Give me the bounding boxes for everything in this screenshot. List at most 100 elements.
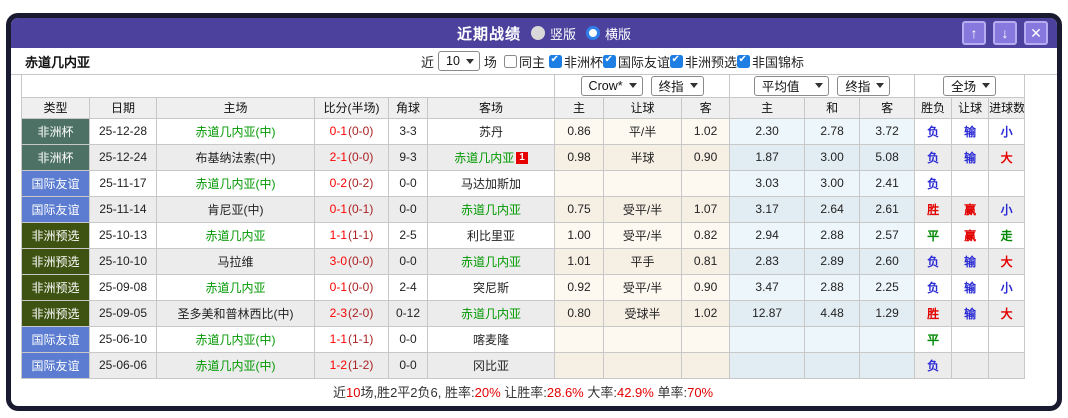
match-date: 25-06-10 [89, 326, 157, 353]
filter-africa-cup-checkbox[interactable]: 非洲杯 [548, 52, 603, 71]
away-team: 赤道几内亚 [427, 248, 556, 275]
layout-radio-horizontal[interactable]: 横版 [586, 24, 631, 43]
goals-result [988, 170, 1026, 197]
checkbox-icon[interactable] [737, 54, 750, 68]
col-header-date: 日期 [89, 97, 157, 119]
europe-odds-time-select[interactable]: 终指 [837, 75, 891, 96]
corner-score: 0-0 [388, 196, 428, 223]
home-team: 赤道几内亚(中) [156, 118, 315, 145]
competition-type: 国际友谊 [21, 170, 90, 197]
competition-type: 非洲预选 [21, 300, 90, 327]
checkbox-label: 非国锦标 [752, 54, 805, 70]
match-row: 非洲预选 25-09-05 圣多美和普林西比(中) 2-3(2-0) 0-12 赤道几内亚… [21, 300, 1026, 327]
asia-home-odds: 0.98 [554, 144, 605, 171]
corner-score: 2-5 [388, 222, 428, 249]
asia-home-odds: 1.01 [554, 248, 605, 275]
asia-company-select[interactable]: Crow* [580, 75, 643, 96]
wdl-result: 负 [914, 170, 953, 197]
score: 2-1(0-0) [314, 144, 389, 171]
wdl-result: 负 [914, 118, 953, 145]
europe-home-odds: 2.94 [729, 222, 806, 249]
asia-handicap [603, 170, 683, 197]
europe-away-odds: 2.61 [859, 196, 916, 223]
goals-result: 小 [988, 274, 1026, 301]
full-match-select[interactable]: 全场 [943, 75, 997, 96]
handicap-result: 赢 [951, 196, 990, 223]
select-value: Crow* [588, 78, 623, 93]
europe-home-odds: 2.83 [729, 248, 806, 275]
competition-type: 非洲预选 [21, 248, 90, 275]
europe-draw-odds: 3.00 [804, 144, 861, 171]
recent-results-window: 近期战绩 竖版 横版 ↑ ↓ ✕ 赤道几内亚 近 10 场 [6, 13, 1062, 411]
competition-type: 非洲杯 [21, 144, 90, 171]
checkbox-icon[interactable] [548, 54, 562, 68]
select-value: 终指 [658, 80, 684, 95]
wdl-result: 负 [914, 144, 953, 171]
move-down-button[interactable]: ↓ [993, 21, 1017, 45]
europe-home-odds: 12.87 [729, 300, 806, 327]
score: 1-1(1-1) [314, 222, 389, 249]
away-team: 赤道几内亚 [427, 196, 556, 223]
close-button[interactable]: ✕ [1024, 21, 1048, 45]
layout-radio-vertical[interactable]: 竖版 [530, 24, 576, 43]
europe-odds-selectors: 平均值 终指 [729, 75, 916, 98]
asia-away-odds: 0.82 [681, 222, 731, 249]
asia-away-odds: 0.90 [681, 144, 731, 171]
down-arrow-icon: ↓ [1001, 25, 1009, 41]
corner-score: 0-12 [388, 300, 428, 327]
red-card-badge: 1 [516, 151, 528, 164]
europe-company-select[interactable]: 平均值 [753, 75, 830, 96]
europe-draw-odds: 2.89 [804, 248, 861, 275]
move-up-button[interactable]: ↑ [962, 21, 986, 45]
asia-away-odds: 1.02 [681, 118, 731, 145]
asia-handicap: 半球 [603, 144, 683, 171]
asia-handicap: 受球半 [603, 300, 683, 327]
europe-away-odds [859, 326, 916, 353]
asia-away-odds: 0.90 [681, 274, 731, 301]
asia-handicap: 平手 [603, 248, 683, 275]
asia-away-odds: 1.07 [681, 196, 731, 223]
score: 1-1(1-1) [314, 326, 389, 353]
col-header-europe-home: 主 [729, 97, 806, 119]
europe-away-odds [859, 352, 916, 379]
asia-odds-time-select[interactable]: 终指 [650, 75, 704, 96]
match-date: 25-09-08 [89, 274, 157, 301]
away-team: 赤道几内亚 [427, 300, 556, 327]
filter-intl-friendly-checkbox[interactable]: 国际友谊 [602, 52, 670, 71]
asia-handicap: 受平/半 [603, 222, 683, 249]
home-team: 赤道几内亚(中) [156, 170, 315, 197]
score: 0-1(0-1) [314, 196, 389, 223]
home-team: 圣多美和普林西比(中) [156, 300, 315, 327]
europe-draw-odds: 4.48 [804, 300, 861, 327]
competition-type: 非洲杯 [21, 118, 90, 145]
goals-result [988, 326, 1026, 353]
match-row: 非洲杯 25-12-24 布基纳法索(中) 2-1(0-0) 9-3 赤道几内亚 1 0.98… [21, 144, 1026, 171]
asia-away-odds [681, 326, 731, 353]
checkbox-icon[interactable] [503, 54, 517, 68]
radio-icon[interactable] [586, 26, 600, 40]
match-row: 非洲预选 25-10-10 马拉维 3-0(0-0) 0-0 赤道几内亚 1.01 平手 0.8… [21, 248, 1026, 275]
games-count-select[interactable]: 10 [438, 51, 480, 71]
col-header-score: 比分(半场) [314, 97, 389, 119]
filter-africa-qualifier-checkbox[interactable]: 非洲预选 [669, 52, 737, 71]
summary-stat-label: 近 [332, 384, 346, 400]
handicap-result: 输 [951, 300, 990, 327]
col-header-asia-away: 客 [681, 97, 731, 119]
radio-icon[interactable] [530, 26, 545, 40]
summary-stat-label: 让胜率: [500, 384, 547, 400]
summary-stat-value: 70% [687, 384, 714, 400]
match-row: 国际友谊 25-11-17 赤道几内亚(中) 0-2(0-2) 0-0 马达加斯加 3.03… [21, 170, 1026, 197]
asia-handicap [603, 352, 683, 379]
col-header-corner: 角球 [388, 97, 428, 119]
match-row: 非洲杯 25-12-28 赤道几内亚(中) 0-1(0-0) 3-3 苏丹 0.86 平/半 1… [21, 118, 1026, 145]
away-team: 苏丹 [427, 118, 556, 145]
europe-away-odds: 2.60 [859, 248, 916, 275]
europe-away-odds: 2.57 [859, 222, 916, 249]
checkbox-icon[interactable] [669, 54, 683, 68]
goals-result: 大 [988, 248, 1026, 275]
match-date: 25-10-13 [89, 222, 157, 249]
filter-africa-nations-champ-checkbox[interactable]: 非国锦标 [737, 52, 804, 71]
same-home-checkbox[interactable]: 同主 [503, 52, 545, 71]
checkbox-label: 国际友谊 [617, 54, 670, 70]
checkbox-icon[interactable] [602, 54, 616, 68]
